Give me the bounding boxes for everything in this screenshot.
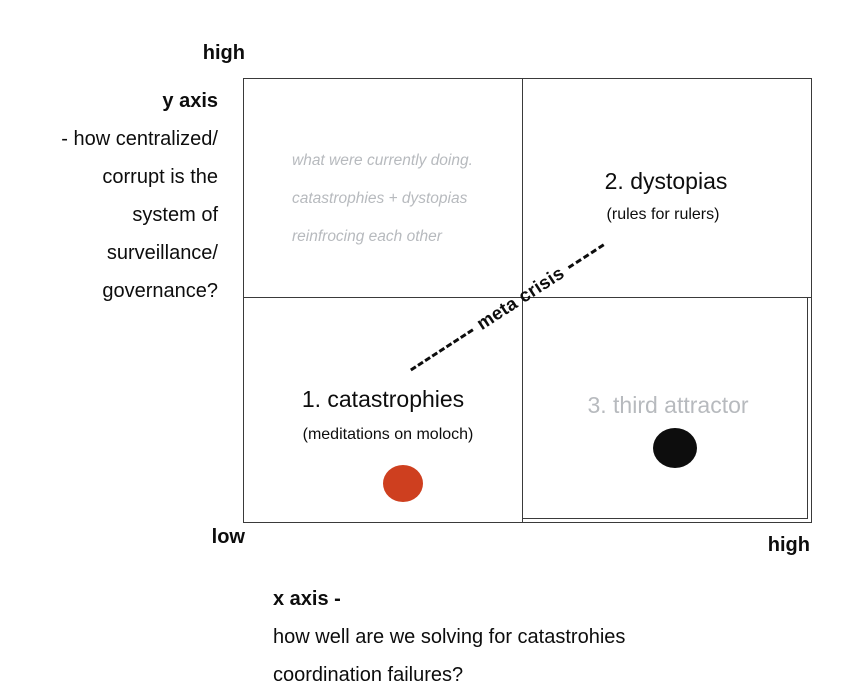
y-axis-line: corrupt is the [102,166,218,188]
x-axis-line: coordination failures? [273,664,464,686]
y-axis-label-low: low [211,526,245,548]
x-axis-line: how well are we solving for catastrohies [273,626,626,648]
note-line: what were currently doing. [292,152,473,169]
x-axis-label-high: high [767,534,810,556]
y-axis-line: surveillance/ [106,242,218,264]
quadrant-2-title: 2. dystopias [604,168,728,194]
y-axis-label-high: high [202,42,245,64]
note-current-state: what were currently doing. catastrophies… [292,142,473,256]
y-axis-description: y axis - how centralized/ corrupt is the… [0,82,218,310]
x-axis-description: x axis - how well are we solving for cat… [273,580,625,694]
note-line: reinfrocing each other [292,228,442,245]
quadrant-2-subtitle: (rules for rulers) [606,206,720,223]
note-line: catastrophies + dystopias [292,190,468,207]
horizontal-divider [243,297,812,298]
black-dot [653,428,697,468]
vertical-divider [522,78,523,523]
quadrant-3-title: 3. third attractor [587,392,749,418]
y-axis-line: system of [132,204,218,226]
red-dot [383,465,423,502]
y-axis-line: - how centralized/ [61,128,218,150]
bottom-right-quadrant-box [523,298,808,519]
y-axis-line: governance? [102,280,218,302]
x-axis-title: x axis - [273,588,341,610]
quadrant-1-subtitle: (meditations on moloch) [302,426,474,443]
quadrant-1-title: 1. catastrophies [301,386,465,412]
quadrant-outer-box [243,78,812,523]
y-axis-title: y axis [162,90,218,112]
